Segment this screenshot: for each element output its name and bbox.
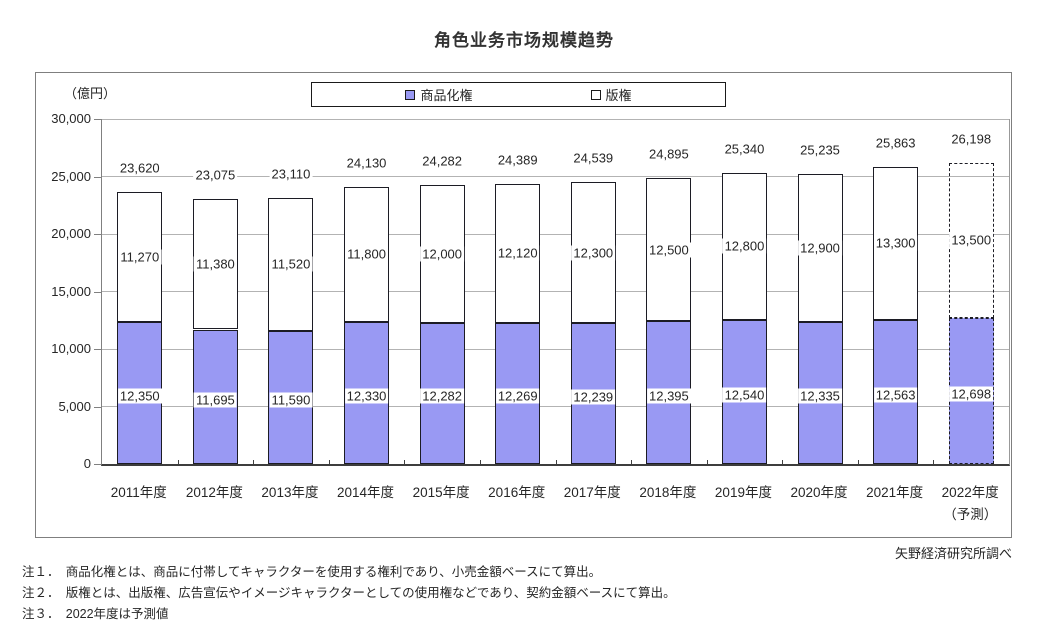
- footnote-3: 注３． 2022年度は予測値: [22, 607, 169, 621]
- y-axis-tick-mark: [94, 176, 101, 178]
- data-label-total-2019年度: 25,340: [722, 141, 767, 157]
- merchandising-rights-swatch-icon: [405, 89, 416, 100]
- x-axis-tick-mark: [328, 460, 330, 464]
- data-label-merchandising-2014年度: 12,330: [344, 388, 389, 404]
- data-label-merchandising-2011年度: 12,350: [117, 388, 162, 404]
- data-label-copyright-2020年度: 12,900: [798, 240, 842, 256]
- y-axis-tick-label: 25,000: [51, 168, 91, 184]
- data-label-copyright-2011年度: 11,270: [118, 249, 162, 265]
- data-label-copyright-2012年度: 11,380: [193, 256, 237, 272]
- legend-label-copyright: 版権: [605, 88, 632, 103]
- data-label-copyright-2022年度: 13,500: [949, 232, 994, 248]
- data-label-merchandising-2016年度: 12,269: [495, 388, 540, 404]
- y-axis-tick-mark: [94, 349, 101, 350]
- data-label-merchandising-2018年度: 12,395: [646, 388, 691, 404]
- data-label-total-2018年度: 24,895: [646, 146, 691, 162]
- data-label-total-2016年度: 24,389: [495, 152, 540, 168]
- x-axis-tick-mark: [933, 460, 935, 464]
- x-axis-tick-mark: [177, 460, 179, 464]
- legend-label-merchandising-rights: 商品化権: [420, 88, 473, 103]
- x-axis-label-2017年度: 2017年度: [563, 485, 621, 500]
- legend-item-merchandising-rights: 商品化権: [405, 85, 473, 104]
- y-axis-tick-mark: [94, 119, 101, 120]
- x-axis-tick-mark: [782, 460, 784, 464]
- legend-item-copyright: 版権: [590, 85, 632, 104]
- data-label-total-2013年度: 23,110: [269, 166, 313, 182]
- x-axis-label-2015年度: 2015年度: [412, 485, 470, 500]
- y-axis-tick-label: 15,000: [51, 283, 91, 299]
- data-label-copyright-2018年度: 12,500: [646, 242, 691, 258]
- data-label-merchandising-2019年度: 12,540: [722, 387, 767, 403]
- plot-area: 23,620 11,270 12,350 23,075 11,380 11,695 23,1…: [101, 118, 1010, 466]
- chart-title: 角色业务市场规模趋势: [434, 31, 614, 50]
- y-axis-tick-label: 0: [83, 456, 91, 471]
- y-axis-tick-label: 30,000: [51, 111, 91, 126]
- data-label-merchandising-2012年度: 11,695: [193, 392, 237, 408]
- footnote-2: 注２． 版権とは、出版権、広告宣伝やイメージキャラクターとしての使用権などであり…: [22, 586, 676, 600]
- data-label-total-2015年度: 24,282: [420, 153, 465, 169]
- x-axis-label-2020年度: 2020年度: [790, 485, 848, 500]
- data-label-total-2021年度: 25,863: [873, 135, 918, 151]
- x-axis-label-2019年度: 2019年度: [714, 485, 772, 500]
- gridline: [102, 176, 1009, 177]
- forecast-note: （予測）: [943, 507, 998, 522]
- y-axis-unit-label: （億円）: [64, 86, 117, 101]
- footnotes: 注１． 商品化権とは、商品に付帯してキャラクターを使用する権利であり、小売金額ベ…: [22, 562, 676, 625]
- data-label-total-2011年度: 23,620: [117, 160, 162, 176]
- x-axis-tick-mark: [555, 460, 557, 464]
- data-label-merchandising-2021年度: 12,563: [873, 387, 918, 403]
- y-axis-tick-mark: [94, 464, 101, 465]
- x-axis-label-2013年度: 2013年度: [261, 485, 319, 500]
- data-label-copyright-2017年度: 12,300: [571, 245, 616, 261]
- data-label-total-2022年度: 26,198: [949, 131, 994, 147]
- y-axis-tick-label: 5,000: [58, 398, 91, 414]
- copyright-swatch-icon: [590, 89, 601, 100]
- gridline: [102, 348, 1009, 350]
- gridline: [102, 233, 1009, 235]
- data-label-total-2020年度: 25,235: [798, 142, 842, 158]
- gridline: [102, 118, 1009, 120]
- data-label-copyright-2021年度: 13,300: [873, 235, 918, 251]
- x-axis-tick-mark: [253, 460, 255, 464]
- x-axis-label-2014年度: 2014年度: [337, 485, 395, 500]
- x-axis-tick-mark: [479, 460, 481, 464]
- data-label-merchandising-2020年度: 12,335: [798, 388, 842, 404]
- data-label-total-2017年度: 24,539: [571, 150, 616, 166]
- legend: 商品化権 版権: [311, 82, 726, 107]
- data-label-total-2012年度: 23,075: [193, 167, 238, 183]
- y-axis-tick-mark: [94, 234, 101, 235]
- x-axis-label-2022年度: 2022年度: [941, 485, 999, 500]
- y-axis-tick-label: 10,000: [51, 341, 91, 356]
- x-axis-label-2011年度: 2011年度: [110, 485, 167, 500]
- data-label-copyright-2015年度: 12,000: [420, 246, 465, 262]
- data-label-merchandising-2015年度: 12,282: [420, 388, 465, 404]
- data-label-merchandising-2017年度: 12,239: [571, 389, 616, 405]
- footnote-1: 注１． 商品化権とは、商品に付帯してキャラクターを使用する権利であり、小売金額ベ…: [22, 565, 602, 579]
- x-axis-label-2018年度: 2018年度: [639, 485, 697, 500]
- data-label-merchandising-2022年度: 12,698: [949, 386, 994, 402]
- y-axis-tick-mark: [94, 291, 101, 293]
- source-credit: 矢野経済研究所調べ: [894, 546, 1012, 561]
- x-axis-tick-mark: [631, 460, 633, 464]
- x-axis-tick-mark: [857, 460, 859, 464]
- data-label-merchandising-2013年度: 11,590: [269, 392, 313, 408]
- x-axis-tick-mark: [706, 460, 708, 464]
- chart-frame: （億円） 商品化権 版権 23,620 11,270 12,350 23,075 11,…: [35, 72, 1012, 538]
- y-axis-tick-mark: [94, 406, 101, 408]
- x-axis-label-2016年度: 2016年度: [488, 485, 546, 500]
- x-axis-label-2012年度: 2012年度: [185, 485, 243, 500]
- y-axis-tick-label: 20,000: [51, 226, 91, 241]
- data-label-copyright-2019年度: 12,800: [722, 238, 767, 254]
- data-label-copyright-2016年度: 12,120: [495, 245, 540, 261]
- x-axis-tick-mark: [404, 460, 406, 464]
- gridline: [102, 406, 1009, 407]
- bar-segment-copyright-2022年度: [948, 162, 994, 318]
- x-axis-label-2021年度: 2021年度: [866, 485, 924, 500]
- data-label-copyright-2014年度: 11,800: [345, 246, 388, 262]
- data-label-copyright-2013年度: 11,520: [269, 256, 313, 272]
- data-label-total-2014年度: 24,130: [344, 155, 389, 170]
- gridline: [102, 291, 1009, 292]
